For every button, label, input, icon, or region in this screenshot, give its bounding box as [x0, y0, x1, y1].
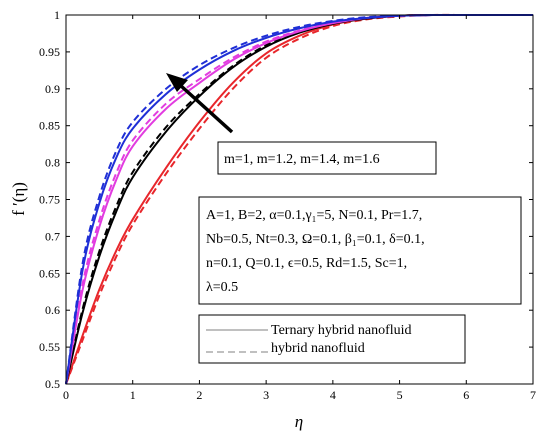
- curve-label-box: [217, 141, 437, 175]
- legend: Ternary hybrid nanofluid hybrid nanoflui…: [198, 314, 466, 364]
- x-tick-label: 5: [397, 388, 403, 402]
- x-tick-label: 4: [330, 388, 336, 402]
- x-tick-label: 0: [63, 388, 69, 402]
- y-axis: 0.5 0.55 0.6 0.65 0.7 0.75 0.8 0.85 0.9 0.95 1: [39, 8, 533, 391]
- y-tick-label: 1: [54, 8, 60, 22]
- legend-label-hybrid: hybrid nanofluid: [271, 341, 365, 356]
- y-tick-label: 0.95: [39, 45, 60, 59]
- x-tick-label: 2: [196, 388, 202, 402]
- y-tick-label: 0.55: [39, 340, 60, 354]
- y-tick-label: 0.75: [39, 193, 60, 207]
- x-tick-label: 3: [263, 388, 269, 402]
- legend-label-ternary: Ternary hybrid nanofluid: [271, 323, 412, 338]
- parameter-line-2: Nb=0.5, Nt=0.3, Ω=0.1, β₁=0.1, δ=0.1,: [206, 232, 425, 247]
- y-tick-label: 0.8: [45, 156, 60, 170]
- x-tick-label: 1: [130, 388, 136, 402]
- x-axis-label: η: [295, 412, 303, 431]
- y-tick-label: 0.9: [45, 82, 60, 96]
- parameter-line-3: n=0.1, Q=0.1, ϵ=0.5, Rd=1.5, Sc=1,: [206, 256, 407, 271]
- y-tick-label: 0.65: [39, 266, 60, 280]
- y-tick-label: 0.5: [45, 377, 60, 391]
- legend-box: [198, 314, 466, 364]
- parameter-line-1: A=1, B=2, α=0.1,γ₁=5, N=0.1, Pr=1.7,: [206, 208, 422, 223]
- curve-label: m=1, m=1.2, m=1.4, m=1.6: [224, 152, 380, 167]
- parameter-box: [198, 196, 522, 305]
- y-tick-label: 0.85: [39, 119, 60, 133]
- y-axis-label: f ′(η): [9, 182, 28, 216]
- x-tick-label: 7: [530, 388, 536, 402]
- increasing-m-arrow: [166, 73, 234, 134]
- x-tick-label: 6: [463, 388, 469, 402]
- x-axis: 0 1 2 3 4 5 6 7: [63, 15, 536, 402]
- y-tick-label: 0.6: [45, 303, 60, 317]
- y-tick-label: 0.7: [45, 229, 60, 243]
- parameter-line-4: λ=0.5: [206, 280, 238, 295]
